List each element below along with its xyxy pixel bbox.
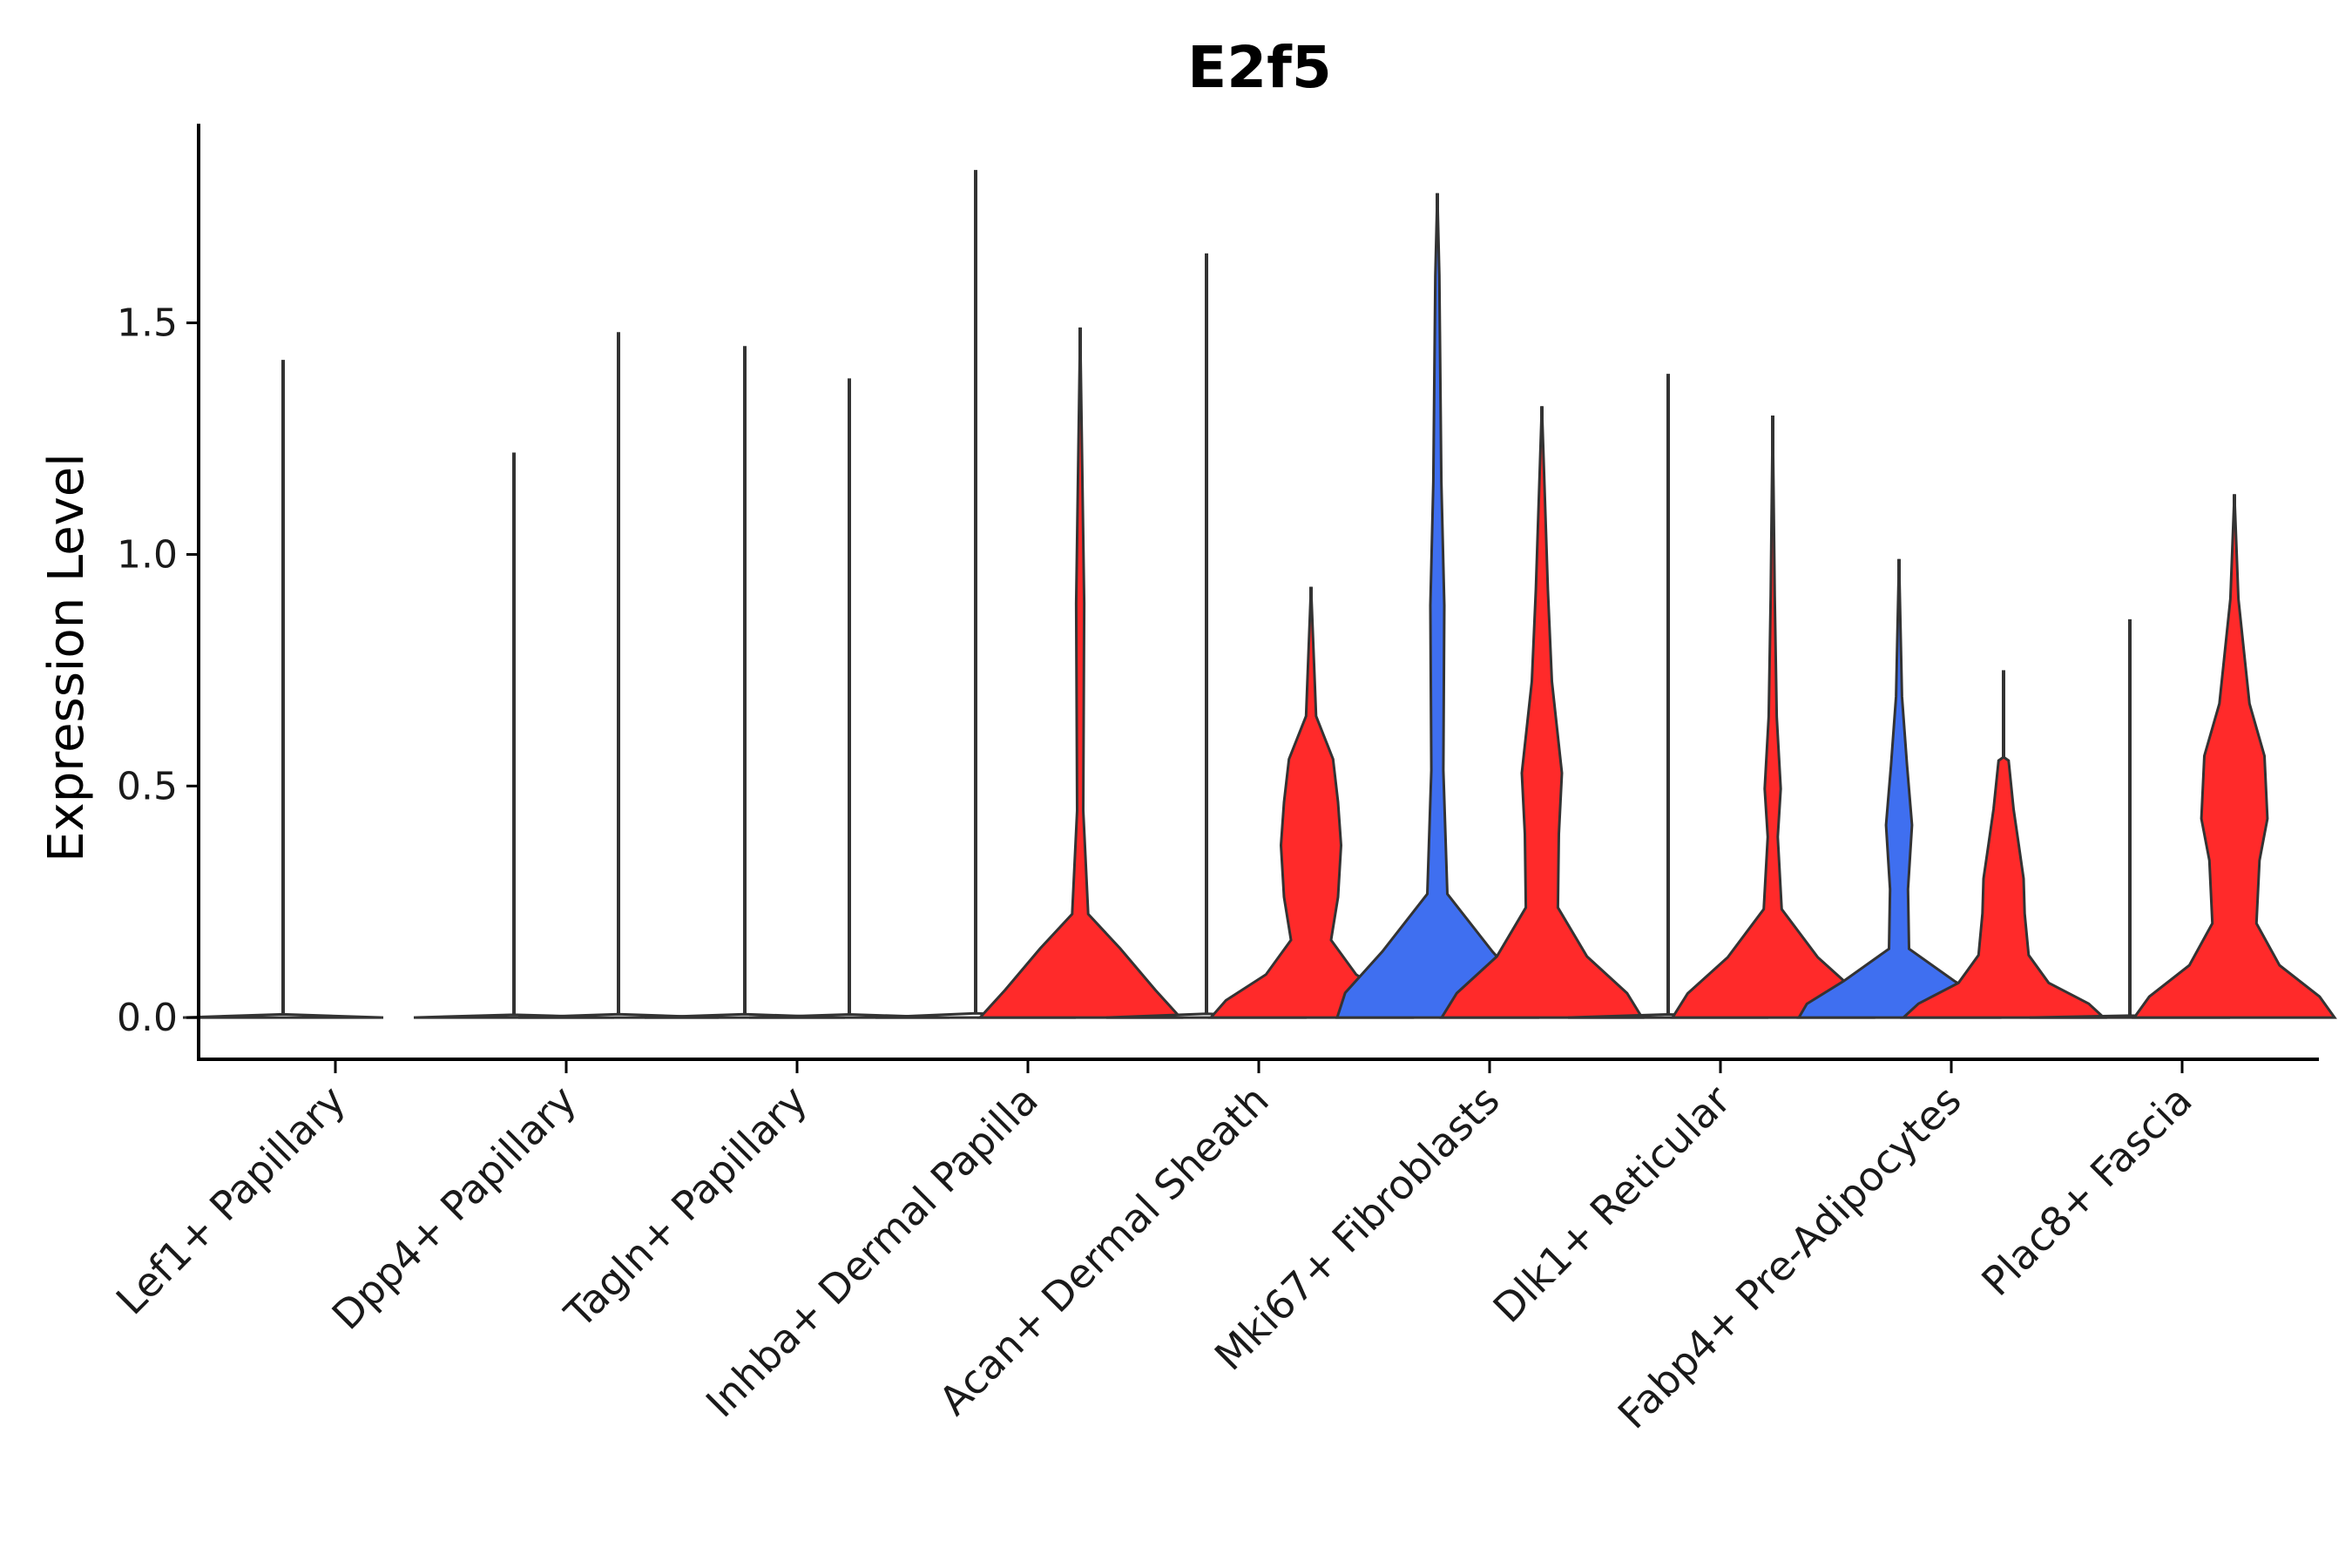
chart-title: E2f5 — [1187, 34, 1332, 101]
violin-body — [182, 1012, 384, 1019]
violin-body — [1439, 406, 1645, 1019]
y-tick-label: 1.0 — [117, 532, 178, 577]
violin-body — [977, 327, 1184, 1019]
y-axis-label: Expression Level — [38, 453, 95, 862]
violin-body — [2132, 494, 2337, 1019]
violin-body — [1900, 755, 2107, 1019]
x-category-label: Lef1+ Papillary — [107, 1077, 355, 1324]
y-tick-label: 0.0 — [117, 996, 178, 1040]
x-category-label: Plac8+ Fascia — [1972, 1077, 2200, 1305]
violin-body — [1207, 586, 1415, 1019]
violin-body — [1670, 415, 1876, 1019]
violin-group — [182, 170, 2337, 1019]
y-ticks: 0.0 0.5 1.0 1.5 — [117, 301, 199, 1040]
violin-body — [1335, 193, 1540, 1019]
x-category-label: Tagln+ Papillary — [555, 1077, 816, 1338]
y-tick-label: 1.5 — [117, 301, 178, 346]
x-category-label: Dlk1+ Reticular — [1484, 1077, 1740, 1332]
y-tick-label: 0.5 — [117, 764, 178, 808]
violin-body — [1796, 558, 2002, 1019]
x-category-label: Dpp4+ Papillary — [323, 1077, 585, 1339]
